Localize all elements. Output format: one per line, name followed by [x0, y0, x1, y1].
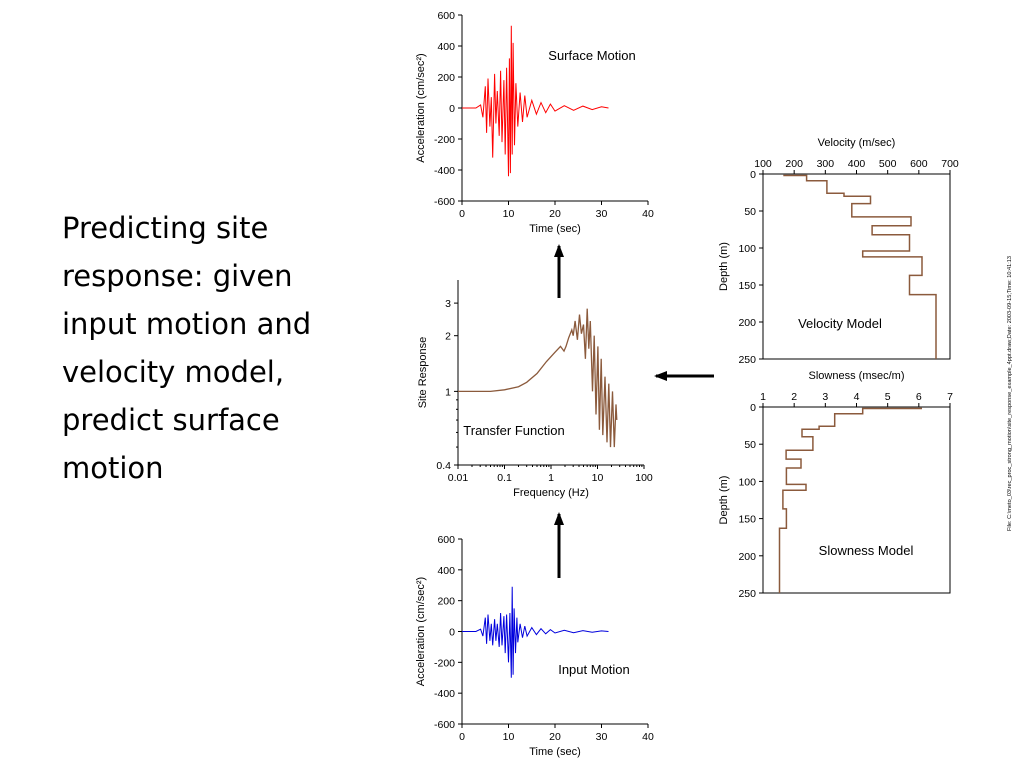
x-tick-label: 1 [548, 472, 554, 484]
x-tick-label: 700 [941, 158, 959, 170]
x-axis-title: Time (sec) [529, 746, 581, 758]
y-tick-label: 3 [445, 298, 451, 310]
x-tick-label: 30 [596, 208, 608, 220]
x-tick-label: 30 [596, 731, 608, 743]
x-tick-label: 4 [854, 391, 860, 403]
x-tick-label: 200 [785, 158, 803, 170]
y-tick-label: 400 [437, 565, 455, 577]
chart-annotation: Surface Motion [548, 48, 635, 63]
x-tick-label: 5 [885, 391, 891, 403]
chart-annotation: Velocity Model [798, 316, 882, 331]
profile-step-line [778, 407, 922, 593]
slowness-model-chart: 1 2 3 4 5 6 7 0 50 100 150 200 250 Slowness (msec/m) D… [718, 370, 953, 600]
chart-annotation: Slowness Model [819, 543, 914, 558]
y-axis-title: Depth (m) [718, 476, 730, 525]
x-tick-label: 10 [592, 472, 604, 484]
slide-body-text: Predicting site response: given input mo… [62, 204, 362, 492]
y-tick-label: 150 [738, 280, 756, 292]
y-tick-label: 2 [445, 331, 451, 343]
x-axis-title: Velocity (m/sec) [818, 137, 896, 149]
y-tick-label: -200 [434, 134, 455, 146]
y-axis-title: Acceleration (cm/sec²) [415, 577, 427, 686]
slide-text-line: response: given [62, 259, 293, 293]
y-tick-label: -600 [434, 196, 455, 208]
y-axis-title: Site Response [417, 337, 429, 409]
arrow-up-bottom-head [554, 512, 564, 525]
x-tick-label: 100 [635, 472, 653, 484]
file-stamp-text: File: C:\meto_03\rec_proc_strong_motion\… [1007, 256, 1013, 531]
y-tick-label: 100 [738, 243, 756, 255]
slide-text-line: motion [62, 451, 164, 485]
slide-text-line: Predicting site [62, 211, 269, 245]
slide-text-line: input motion and [62, 307, 312, 341]
x-tick-label: 1 [760, 391, 766, 403]
x-tick-label: 10 [503, 208, 515, 220]
y-tick-label: 150 [738, 514, 756, 526]
x-tick-label: 2 [791, 391, 797, 403]
series-line [462, 25, 609, 177]
flow-arrows [554, 244, 714, 578]
transfer-function-line [458, 308, 618, 448]
x-tick-label: 40 [642, 208, 654, 220]
x-tick-label: 300 [817, 158, 835, 170]
x-tick-label: 6 [916, 391, 922, 403]
x-tick-label: 10 [503, 731, 515, 743]
y-tick-label: 600 [437, 534, 455, 546]
y-tick-label: 200 [437, 596, 455, 608]
series-line [462, 586, 609, 678]
chart-annotation: Input Motion [558, 662, 630, 677]
y-tick-label: 250 [738, 588, 756, 600]
x-tick-label: 3 [822, 391, 828, 403]
y-tick-label: -400 [434, 165, 455, 177]
y-tick-label: 0 [449, 627, 455, 639]
x-tick-label: 0 [459, 208, 465, 220]
y-tick-label: -400 [434, 688, 455, 700]
arrow-up-top-head [554, 244, 564, 257]
y-tick-label: 600 [437, 10, 455, 22]
y-axis-title: Depth (m) [718, 242, 730, 291]
y-tick-label: 200 [437, 72, 455, 84]
y-tick-label: 0 [750, 402, 756, 414]
y-tick-label: 50 [744, 439, 756, 451]
x-tick-label: 20 [549, 731, 561, 743]
velocity-model-chart: 100 200 300 400 500 600 700 0 50 100 150 200 250 Velo… [718, 137, 959, 366]
x-tick-label: 500 [879, 158, 897, 170]
x-axis-title: Frequency (Hz) [513, 487, 589, 499]
y-axis-title: Acceleration (cm/sec²) [415, 53, 427, 162]
x-tick-label: 600 [910, 158, 928, 170]
y-tick-label: 1 [445, 386, 451, 398]
input-motion-chart: 600 400 200 0 -200 -400 -600 0 10 20 30 40 Time (sec… [415, 534, 654, 758]
y-tick-label: -200 [434, 657, 455, 669]
surface-motion-chart: 600 400 200 0 -200 -400 -600 0 10 20 30 40 Time (sec… [415, 10, 654, 235]
chart-annotation: Transfer Function [463, 423, 564, 438]
x-tick-label: 40 [642, 731, 654, 743]
y-tick-label: -600 [434, 719, 455, 731]
x-tick-label: 20 [549, 208, 561, 220]
x-axis-title: Time (sec) [529, 223, 581, 235]
y-tick-label: 200 [738, 551, 756, 563]
x-tick-label: 7 [947, 391, 953, 403]
x-axis-title: Slowness (msec/m) [809, 370, 905, 382]
x-tick-label: 0.01 [448, 472, 469, 484]
x-tick-label: 100 [754, 158, 772, 170]
profile-step-line [783, 174, 937, 359]
y-tick-label: 0 [750, 169, 756, 181]
x-tick-label: 0.1 [497, 472, 512, 484]
arrow-left-head [654, 371, 667, 381]
y-tick-label: 400 [437, 41, 455, 53]
y-tick-label: 100 [738, 476, 756, 488]
slide-text-line: velocity model, [62, 355, 285, 389]
y-tick-label: 50 [744, 206, 756, 218]
y-tick-label: 200 [738, 317, 756, 329]
slide-text-line: predict surface [62, 403, 280, 437]
x-tick-label: 0 [459, 731, 465, 743]
y-tick-label: 250 [738, 354, 756, 366]
plot-frame [762, 406, 951, 594]
transfer-function-chart: 0.01 0.1 1 10 100 3 2 1 0.4 Frequency (Hz) Site Re… [417, 280, 653, 499]
y-tick-label: 0.4 [436, 460, 451, 472]
y-tick-label: 0 [449, 103, 455, 115]
x-tick-label: 400 [848, 158, 866, 170]
